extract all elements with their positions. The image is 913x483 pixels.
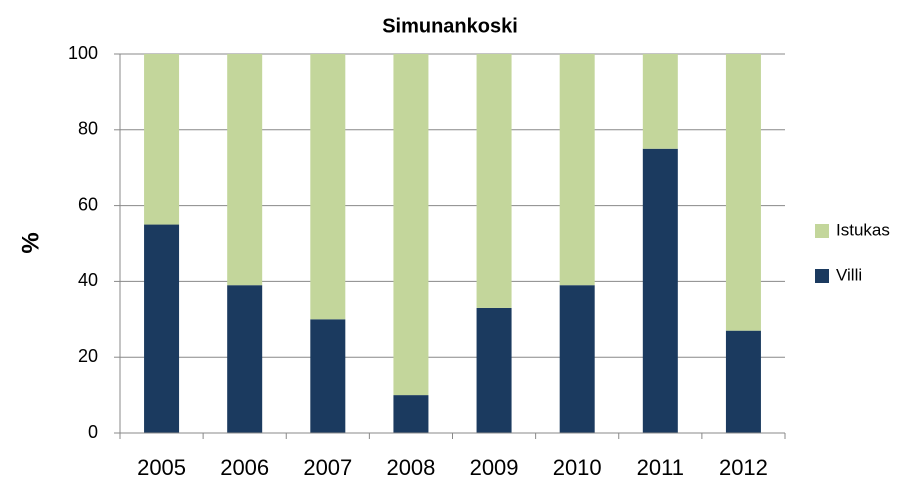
- bar-segment: [227, 285, 263, 433]
- x-tick-label: 2005: [137, 455, 186, 480]
- y-axis-label: %: [17, 232, 44, 253]
- chart-title: Simunankoski: [382, 15, 518, 37]
- legend-swatch: [815, 224, 829, 238]
- bar-segment: [310, 54, 346, 320]
- y-tick-label: 80: [78, 119, 98, 139]
- bar-segment: [144, 54, 180, 225]
- bar-segment: [476, 307, 512, 433]
- y-tick-label: 100: [68, 43, 98, 63]
- bar-segment: [227, 54, 263, 286]
- bar-segment: [310, 319, 346, 433]
- x-tick-label: 2008: [386, 455, 435, 480]
- x-tick-label: 2012: [719, 455, 768, 480]
- x-tick-label: 2011: [637, 455, 684, 480]
- legend-swatch: [815, 269, 829, 283]
- bar-segment: [476, 54, 512, 308]
- x-tick-label: 2010: [553, 455, 602, 480]
- bar-segment: [642, 148, 678, 433]
- x-tick-label: 2006: [220, 455, 269, 480]
- legend-label: Istukas: [836, 220, 890, 239]
- bar-segment: [144, 224, 180, 433]
- y-tick-label: 20: [78, 346, 98, 366]
- bar-segment: [393, 395, 429, 433]
- y-tick-label: 0: [88, 422, 98, 442]
- bar-segment: [559, 54, 595, 286]
- bar-segment: [559, 285, 595, 433]
- x-tick-label: 2009: [470, 455, 519, 480]
- bar-segment: [725, 54, 761, 331]
- y-tick-label: 40: [78, 270, 98, 290]
- bar-segment: [725, 330, 761, 433]
- x-tick-label: 2007: [303, 455, 352, 480]
- legend-label: Villi: [836, 265, 862, 284]
- y-tick-label: 60: [78, 194, 98, 214]
- bar-segment: [642, 54, 678, 149]
- bar-segment: [393, 54, 429, 396]
